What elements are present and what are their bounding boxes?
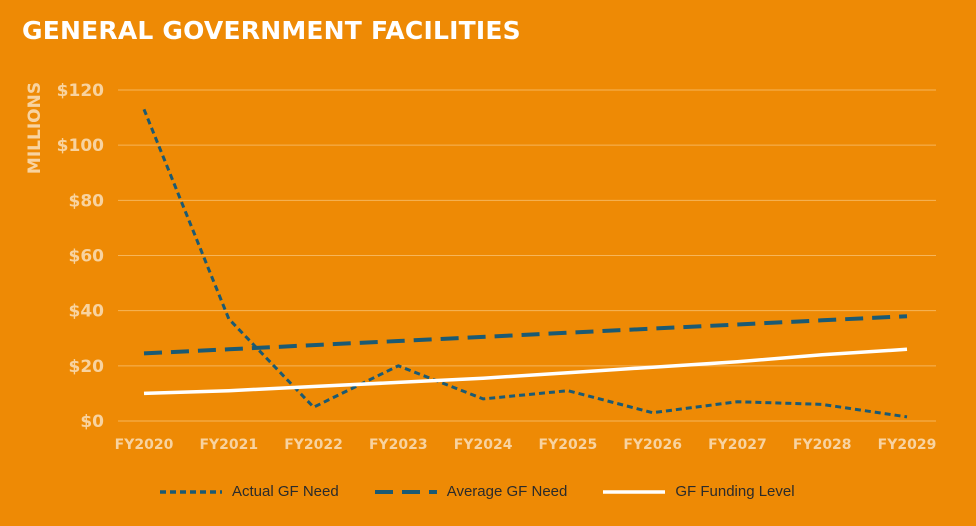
legend-item-average: Average GF Need	[374, 483, 568, 500]
legend-label-funding: GF Funding Level	[675, 483, 795, 500]
series-line-solid	[143, 347, 908, 396]
legend-swatch-short-dash	[160, 489, 222, 494]
x-tick-label: FY2023	[369, 437, 428, 453]
x-tick-label: FY2027	[708, 437, 767, 453]
legend-item-actual: Actual GF Need	[160, 483, 339, 500]
x-tick-label: FY2020	[115, 437, 174, 453]
y-tick-label: $20	[69, 357, 105, 377]
series-line-long-dash	[143, 314, 908, 356]
x-tick-label: FY2021	[199, 437, 258, 453]
x-tick-label: FY2029	[878, 437, 937, 453]
legend-swatch-long-dash	[374, 489, 437, 494]
x-axis-ticks: FY2020 FY2021 FY2022 FY2023 FY2024 FY2025 FY20…	[115, 437, 937, 453]
legend-swatch-solid	[603, 489, 666, 494]
y-axis-label: MILLIONS	[25, 82, 45, 174]
legend-item-funding: GF Funding Level	[603, 483, 795, 500]
chart-title: GENERAL GOVERNMENT FACILITIES	[22, 16, 521, 45]
legend-label-actual: Actual GF Need	[232, 483, 339, 500]
y-tick-label: $40	[69, 302, 105, 322]
legend: Actual GF Need Average GF Need GF Fundin…	[160, 483, 831, 500]
series-line-short-dash	[142, 108, 908, 419]
series-lines	[142, 108, 908, 419]
y-axis-ticks: $0 $20 $40 $60 $80 $100 $120	[57, 81, 104, 432]
y-tick-label: $80	[69, 191, 105, 211]
y-tick-label: $100	[57, 136, 104, 156]
y-tick-label: $0	[80, 412, 104, 432]
y-tick-label: $60	[69, 247, 105, 267]
x-tick-label: FY2022	[284, 437, 343, 453]
x-tick-label: FY2025	[539, 437, 598, 453]
x-tick-label: FY2028	[793, 437, 852, 453]
x-tick-label: FY2024	[454, 437, 513, 453]
x-tick-label: FY2026	[623, 437, 682, 453]
gridlines	[118, 89, 936, 422]
y-tick-label: $120	[57, 81, 104, 101]
legend-label-average: Average GF Need	[446, 483, 568, 500]
